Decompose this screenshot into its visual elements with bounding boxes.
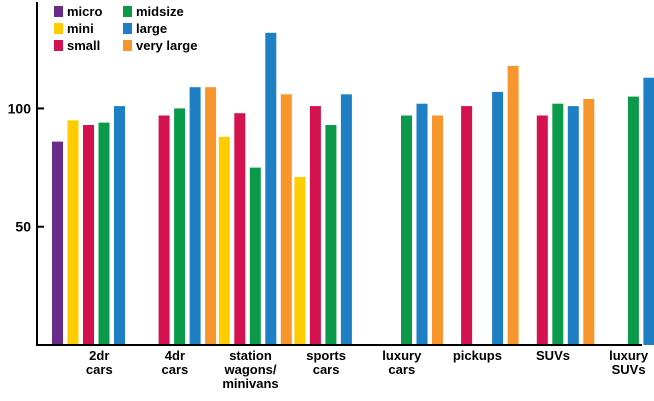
category-label-0: 2dr cars (86, 348, 113, 377)
legend-swatch-small (54, 40, 63, 51)
bar-large-5 (492, 91, 504, 346)
category-label-3: sports cars (306, 348, 346, 377)
bar-midsize-4 (401, 115, 412, 345)
bar-large-3 (340, 94, 352, 345)
bars (52, 32, 654, 346)
category-label-5: pickups (453, 348, 502, 363)
bar-very-large-6 (583, 99, 595, 345)
legend-label-midsize: midsize (136, 4, 184, 19)
bar-large-4 (416, 103, 428, 345)
bar-large-7 (643, 77, 654, 345)
bar-small-6 (536, 115, 548, 345)
bar-mini-3 (294, 177, 306, 345)
bar-very-large-2 (280, 94, 292, 345)
category-label-6: SUVs (536, 348, 570, 363)
category-label-7: luxury SUVs (609, 348, 649, 377)
bar-small-1 (158, 115, 170, 345)
bar-large-2 (265, 32, 277, 346)
bar-large-6 (567, 106, 579, 345)
bar-mini-2 (218, 136, 230, 345)
bar-midsize-7 (627, 96, 639, 345)
bar-micro-0 (52, 141, 63, 345)
legend-swatch-micro (54, 6, 63, 17)
bar-very-large-5 (507, 65, 519, 346)
category-label-1: 4dr cars (162, 348, 189, 377)
bar-small-5 (461, 106, 473, 345)
legend-swatch-very-large (123, 40, 132, 51)
legend-label-mini: mini (67, 21, 94, 36)
bar-very-large-1 (205, 87, 217, 345)
legend-label-large: large (136, 21, 167, 36)
category-label-2: station wagons/minivans (222, 348, 278, 391)
bar-midsize-3 (325, 125, 337, 345)
y-tick-label-100: 100 (8, 100, 32, 116)
bar-midsize-6 (552, 103, 564, 345)
bar-midsize-2 (249, 167, 261, 345)
bar-large-0 (114, 106, 125, 345)
bar-midsize-0 (98, 122, 110, 345)
legend-label-small: small (67, 38, 100, 53)
category-labels: 2dr cars 4dr cars station wagons/minivans spor… (86, 348, 649, 391)
bar-small-3 (309, 106, 321, 345)
bar-mini-0 (67, 120, 79, 345)
legend: micro mini small midsize large very large (54, 4, 197, 53)
legend-label-very-large: very large (136, 38, 197, 53)
y-tick-label-50: 50 (15, 219, 31, 235)
legend-swatch-mini (54, 23, 63, 34)
legend-swatch-large (123, 23, 132, 34)
category-label-4: luxury cars (382, 348, 422, 377)
axes: 50 100 (8, 2, 642, 346)
bar-large-1 (189, 87, 201, 345)
legend-label-micro: micro (67, 4, 102, 19)
bar-small-0 (83, 125, 94, 345)
bar-midsize-1 (174, 108, 186, 346)
bar-very-large-4 (432, 115, 443, 345)
bar-small-2 (234, 113, 246, 345)
legend-swatch-midsize (123, 6, 132, 17)
